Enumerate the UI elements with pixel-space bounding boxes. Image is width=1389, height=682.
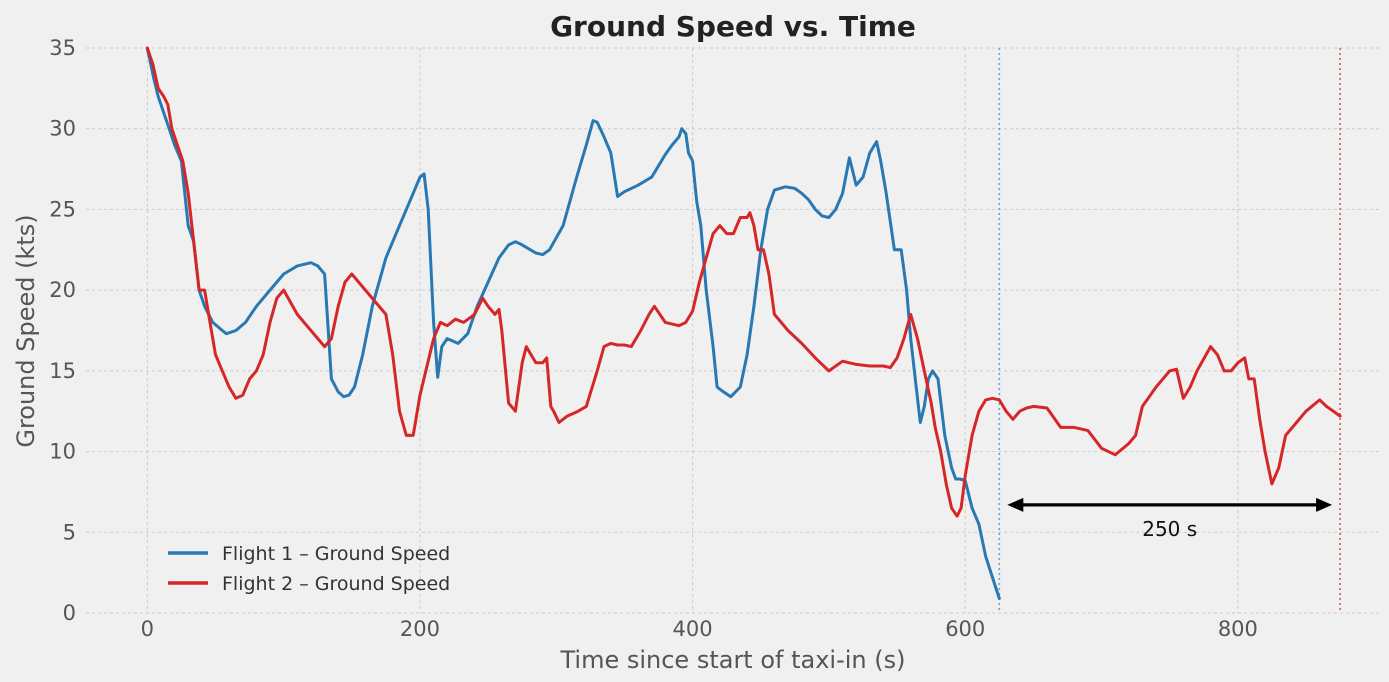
x-tick-label: 0 [141,617,154,641]
y-tick-label: 5 [63,520,76,544]
y-tick-label: 20 [49,278,76,302]
reference-lines [998,48,1341,613]
chart-title: Ground Speed vs. Time [550,10,916,43]
x-tick-label: 800 [1218,617,1258,641]
grid [86,47,1381,614]
series-line-flight-1 [145,46,1001,600]
y-tick-label: 30 [49,117,76,141]
tick-labels: 0 5 10 15 20 25 30 35 0 200 400 600 800 [49,36,1258,641]
x-axis-label: Time since start of taxi-in (s) [559,646,905,674]
annotation-arrowhead-left [1007,497,1024,512]
y-tick-label: 0 [63,601,76,625]
y-tick-label: 15 [49,359,76,383]
series-line-flight-2 [145,46,1342,518]
legend-label: Flight 1 – Ground Speed [222,543,450,565]
y-tick-label: 25 [49,197,76,221]
x-tick-label: 600 [945,617,985,641]
y-tick-label: 35 [49,36,76,60]
y-axis-label: Ground Speed (kts) [12,214,40,447]
annotation-arrowhead-right [1316,497,1333,512]
legend: Flight 1 – Ground Speed Flight 2 – Ground… [168,543,450,595]
duration-annotation: 250 s [1007,497,1333,541]
x-tick-label: 200 [400,617,440,641]
annotation-label: 250 s [1142,517,1197,541]
x-tick-label: 400 [673,617,713,641]
series-lines [145,46,1342,600]
legend-label: Flight 2 – Ground Speed [222,573,450,595]
y-tick-label: 10 [49,440,76,464]
